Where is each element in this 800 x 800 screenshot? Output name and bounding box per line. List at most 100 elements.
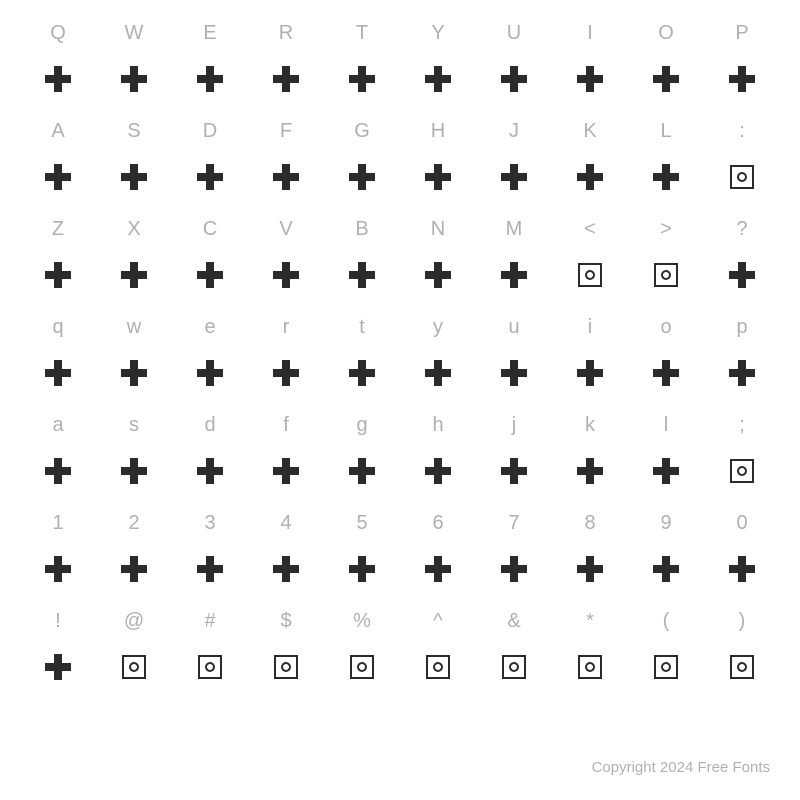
charmap-cell: q — [20, 304, 96, 402]
charmap-cell: ? — [704, 206, 780, 304]
cross-glyph — [121, 164, 147, 190]
cross-glyph — [197, 360, 223, 386]
cross-glyph — [653, 360, 679, 386]
char-label: @ — [124, 606, 144, 636]
char-label: 9 — [660, 508, 671, 538]
glyph-holder — [349, 152, 375, 202]
glyph-holder — [577, 348, 603, 398]
glyph-holder — [198, 642, 222, 692]
char-label: C — [203, 214, 217, 244]
charmap-cell: a — [20, 402, 96, 500]
cross-glyph — [121, 556, 147, 582]
glyph-holder — [501, 544, 527, 594]
char-label: j — [512, 410, 516, 440]
char-label: 6 — [432, 508, 443, 538]
char-label: ? — [736, 214, 747, 244]
cross-glyph — [45, 262, 71, 288]
charmap-cell: 8 — [552, 500, 628, 598]
charmap-cell: Q — [20, 10, 96, 108]
cross-glyph — [121, 262, 147, 288]
charmap-cell: $ — [248, 598, 324, 696]
char-label: L — [660, 116, 671, 146]
charmap-cell: g — [324, 402, 400, 500]
charmap-cell: ! — [20, 598, 96, 696]
glyph-holder — [197, 250, 223, 300]
charmap-cell: f — [248, 402, 324, 500]
char-label: u — [508, 312, 519, 342]
cross-glyph — [577, 458, 603, 484]
glyph-holder — [197, 152, 223, 202]
charmap-cell: * — [552, 598, 628, 696]
cross-glyph — [501, 458, 527, 484]
char-label: a — [52, 410, 63, 440]
charmap-cell: ; — [704, 402, 780, 500]
charmap-cell: C — [172, 206, 248, 304]
charmap-cell: 7 — [476, 500, 552, 598]
glyph-holder — [121, 544, 147, 594]
char-label: U — [507, 18, 521, 48]
cross-glyph — [729, 360, 755, 386]
charmap-cell: H — [400, 108, 476, 206]
square-circle-glyph — [730, 165, 754, 189]
char-label: O — [658, 18, 674, 48]
glyph-holder — [349, 544, 375, 594]
square-circle-glyph — [730, 655, 754, 679]
charmap-cell: > — [628, 206, 704, 304]
charmap-cell: W — [96, 10, 172, 108]
cross-glyph — [729, 556, 755, 582]
charmap-cell: O — [628, 10, 704, 108]
char-label: w — [127, 312, 141, 342]
char-label: o — [660, 312, 671, 342]
charmap-cell: L — [628, 108, 704, 206]
char-label: ^ — [433, 606, 442, 636]
cross-glyph — [273, 262, 299, 288]
charmap-cell: % — [324, 598, 400, 696]
glyph-holder — [501, 348, 527, 398]
glyph-holder — [273, 250, 299, 300]
char-label: G — [354, 116, 370, 146]
glyph-holder — [502, 642, 526, 692]
char-label: & — [507, 606, 520, 636]
copyright-footer: Copyright 2024 Free Fonts — [592, 759, 770, 776]
char-label: X — [127, 214, 140, 244]
char-label: > — [660, 214, 672, 244]
charmap-cell: F — [248, 108, 324, 206]
char-label: l — [664, 410, 668, 440]
char-label: * — [586, 606, 594, 636]
cross-glyph — [273, 164, 299, 190]
charmap-cell: d — [172, 402, 248, 500]
glyph-holder — [425, 544, 451, 594]
charmap-cell: J — [476, 108, 552, 206]
char-label: ) — [739, 606, 746, 636]
glyph-holder — [121, 152, 147, 202]
charmap-cell: h — [400, 402, 476, 500]
charmap-cell: u — [476, 304, 552, 402]
char-label: 3 — [204, 508, 215, 538]
glyph-holder — [425, 348, 451, 398]
charmap-cell: i — [552, 304, 628, 402]
glyph-holder — [501, 250, 527, 300]
charmap-cell: 2 — [96, 500, 172, 598]
char-label: s — [129, 410, 139, 440]
char-label: ! — [55, 606, 61, 636]
char-label: ; — [739, 410, 745, 440]
charmap-cell: < — [552, 206, 628, 304]
charmap-cell: r — [248, 304, 324, 402]
char-label: k — [585, 410, 595, 440]
cross-glyph — [121, 360, 147, 386]
charmap-cell: # — [172, 598, 248, 696]
cross-glyph — [197, 262, 223, 288]
square-circle-glyph — [274, 655, 298, 679]
square-circle-glyph — [122, 655, 146, 679]
glyph-holder — [578, 642, 602, 692]
square-circle-glyph — [426, 655, 450, 679]
cross-glyph — [577, 556, 603, 582]
char-label: r — [283, 312, 290, 342]
char-label: q — [52, 312, 63, 342]
charmap-cell: ^ — [400, 598, 476, 696]
cross-glyph — [501, 66, 527, 92]
cross-glyph — [273, 360, 299, 386]
glyph-holder — [729, 250, 755, 300]
glyph-holder — [654, 642, 678, 692]
char-label: 7 — [508, 508, 519, 538]
